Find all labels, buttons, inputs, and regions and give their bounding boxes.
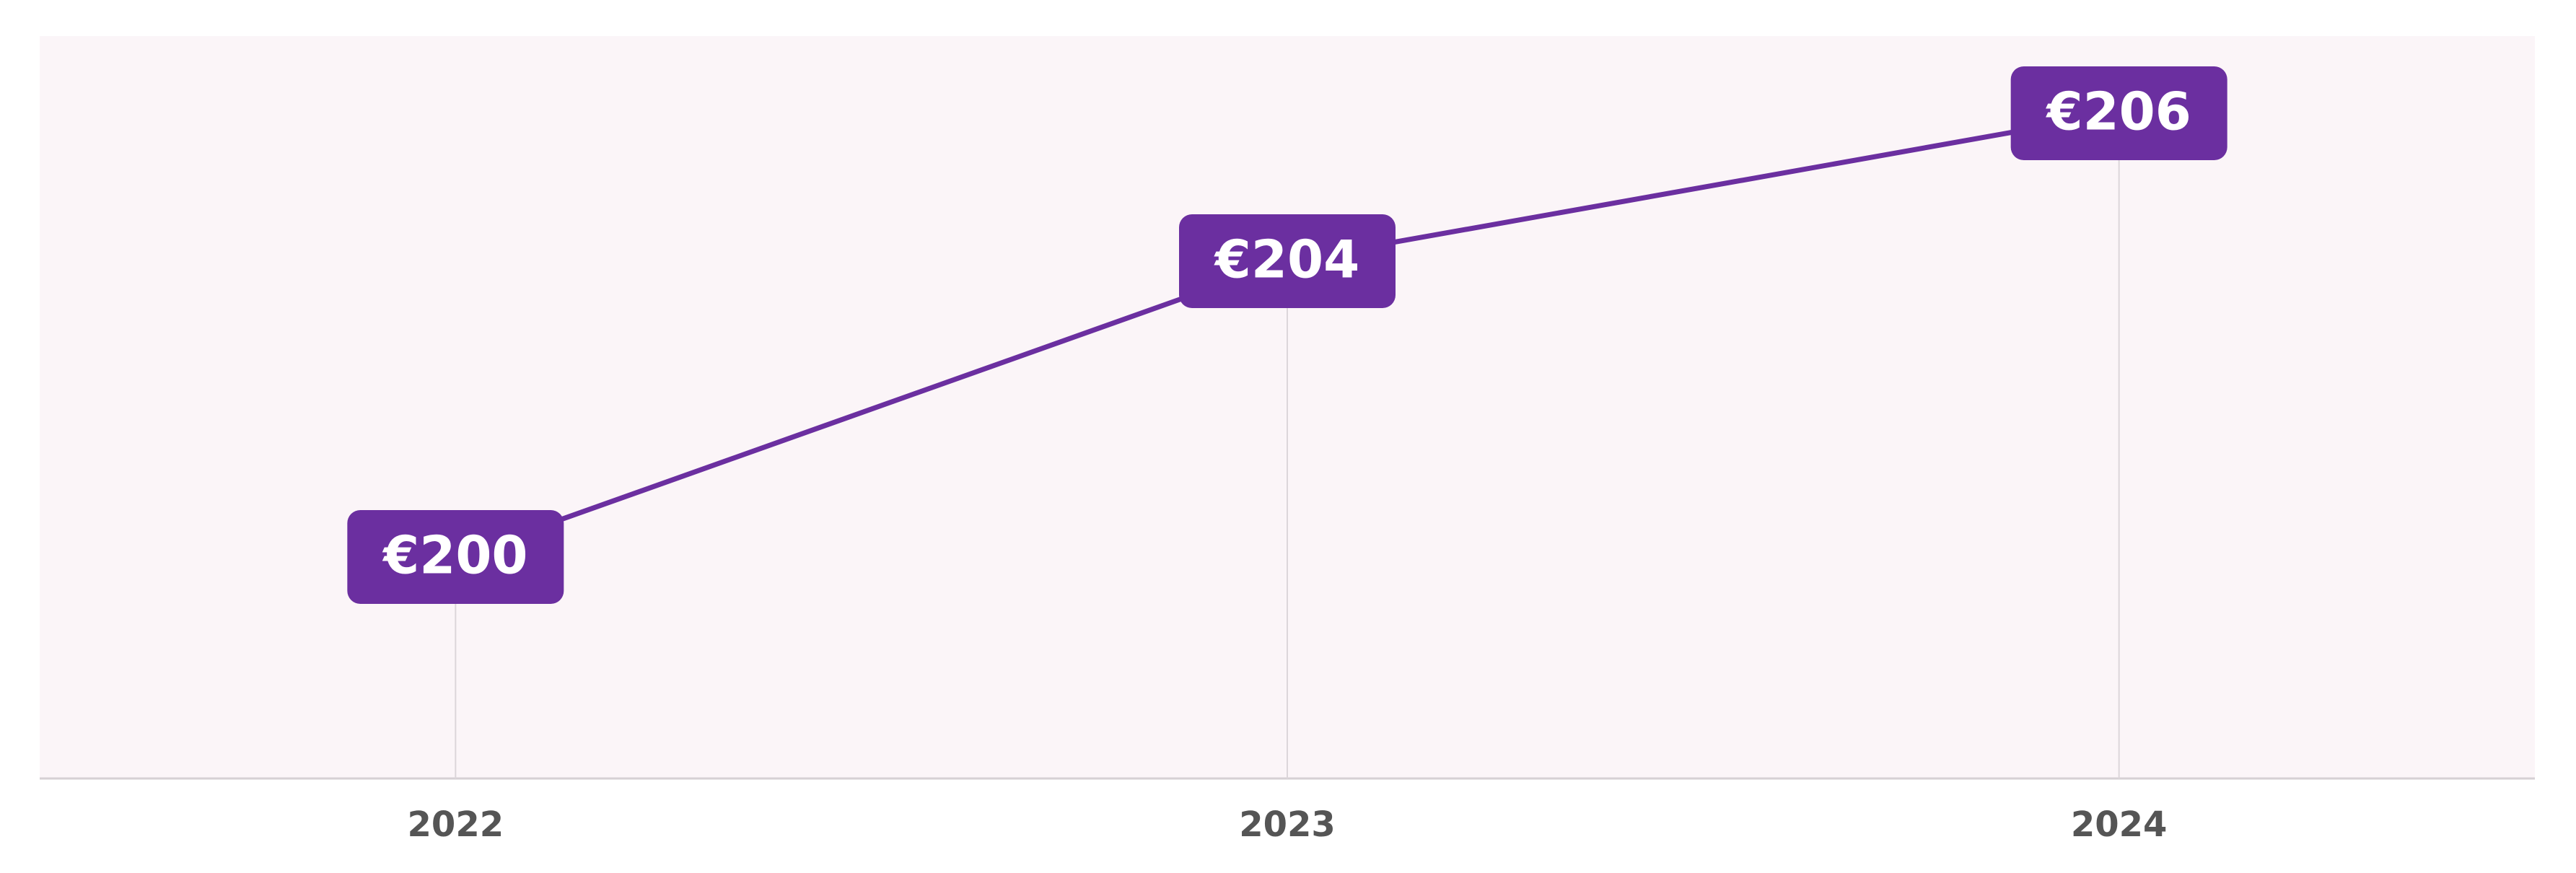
value-label-box <box>1179 214 1396 308</box>
x-tick-label: 2023 <box>1239 804 1336 845</box>
value-label-box <box>2010 66 2227 160</box>
value-label: €204 <box>1214 229 1359 290</box>
x-tick-label: 2022 <box>408 804 504 845</box>
value-label-box <box>347 510 564 604</box>
value-label: €200 <box>382 525 527 586</box>
value-label: €206 <box>2045 82 2191 142</box>
x-tick-label: 2024 <box>2071 804 2168 845</box>
